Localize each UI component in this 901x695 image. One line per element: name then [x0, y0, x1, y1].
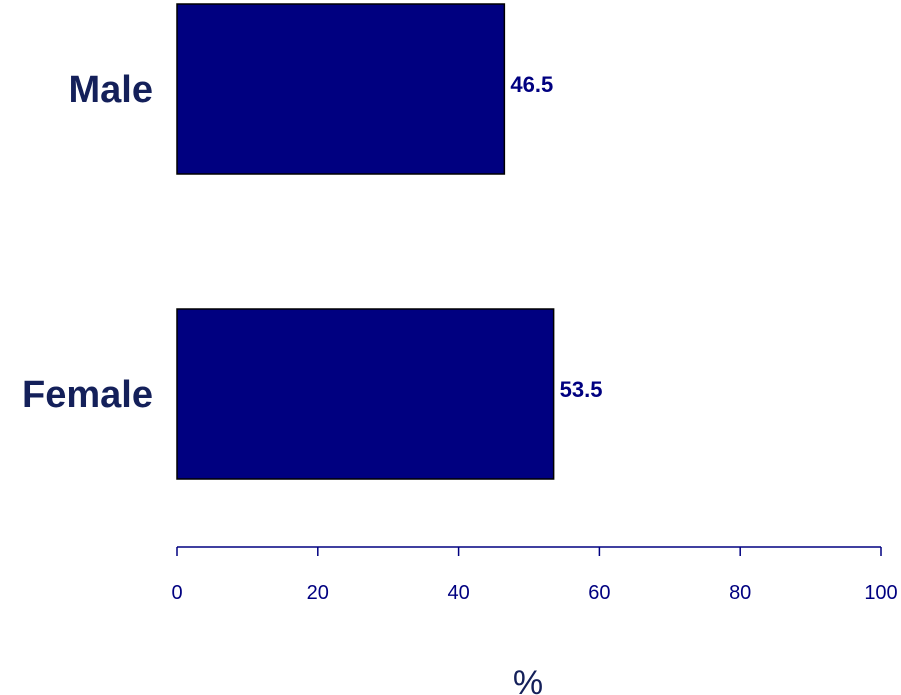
- category-label-female: Female: [22, 374, 153, 416]
- bar-female: [177, 309, 554, 479]
- x-tick-label-100: 100: [864, 582, 897, 604]
- x-tick-label-0: 0: [171, 582, 182, 604]
- bars-layer: Male 46.5 Female 53.5: [22, 4, 602, 479]
- x-tick-label-20: 20: [307, 582, 329, 604]
- x-tick-label-60: 60: [588, 582, 610, 604]
- x-tick-label-80: 80: [729, 582, 751, 604]
- x-tick-label-40: 40: [447, 582, 469, 604]
- value-label-male: 46.5: [510, 72, 553, 97]
- x-axis-title: %: [513, 664, 543, 695]
- x-axis: 0 20 40 60 80 100: [171, 547, 897, 604]
- value-label-female: 53.5: [560, 377, 603, 402]
- bar-male: [177, 4, 504, 174]
- category-label-male: Male: [69, 69, 153, 111]
